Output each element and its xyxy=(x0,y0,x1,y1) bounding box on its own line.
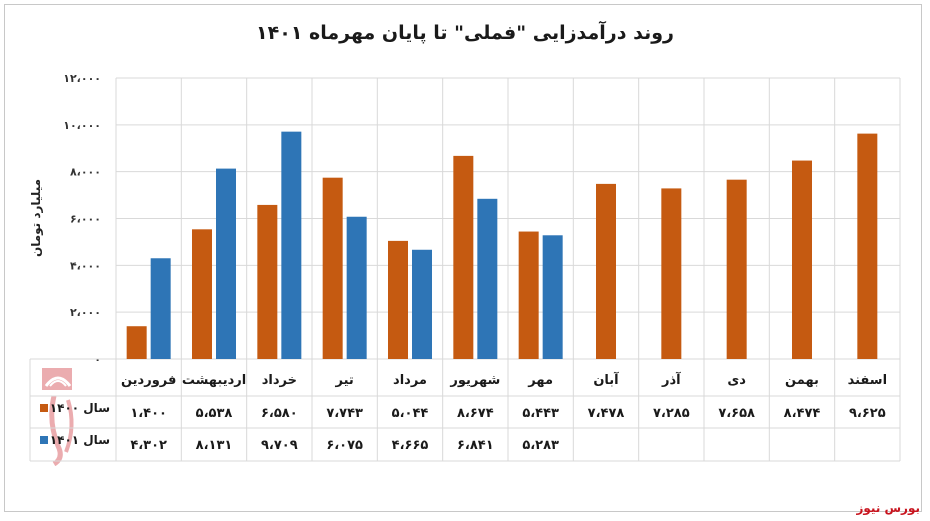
category-label: تیر xyxy=(335,373,354,388)
bar-1401 xyxy=(346,216,367,359)
data-table-value: ۵،۰۴۴ xyxy=(392,406,429,421)
source-label: بورس نیوز xyxy=(856,501,920,515)
data-table-value: ۸،۴۷۴ xyxy=(784,406,821,421)
legend-swatch xyxy=(40,436,48,444)
bar-1400 xyxy=(388,240,408,359)
bar-1400 xyxy=(661,188,682,359)
data-table-value: ۷،۲۸۵ xyxy=(653,406,690,421)
bar-1401 xyxy=(412,249,432,359)
data-table-value: ۵،۲۸۳ xyxy=(522,438,559,453)
data-table-value: ۶،۵۸۰ xyxy=(261,406,298,421)
bar-1400 xyxy=(192,229,212,359)
bar-1400 xyxy=(792,160,812,359)
data-table-value: ۹،۶۲۵ xyxy=(849,406,886,421)
category-label: مهر xyxy=(527,373,553,388)
data-table-value: ۷،۴۷۸ xyxy=(588,406,625,421)
bar-1401 xyxy=(216,168,236,359)
y-tick-label: ۸،۰۰۰ xyxy=(70,166,101,179)
y-tick-label: ۲،۰۰۰ xyxy=(70,306,101,319)
category-label: شهریور xyxy=(449,373,500,388)
category-label: خرداد xyxy=(262,373,297,388)
bar-1400 xyxy=(726,179,747,359)
legend-label: سال ۱۴۰۰ xyxy=(50,401,110,415)
category-label: دی xyxy=(727,373,746,388)
chart-title: روند درآمدزایی "فملی" تا پایان مهرماه ۱۴… xyxy=(256,22,674,44)
category-label: اسفند xyxy=(848,373,887,388)
y-tick-label: ۱۰،۰۰۰ xyxy=(63,119,101,132)
category-label: آذر xyxy=(661,371,681,388)
bar-1400 xyxy=(453,155,474,359)
data-table-value: ۹،۷۰۹ xyxy=(261,438,298,453)
bar-1400 xyxy=(596,183,616,359)
bar-1400 xyxy=(322,177,343,359)
bar-1401 xyxy=(150,258,171,359)
data-table-value: ۱،۴۰۰ xyxy=(130,406,167,421)
bar-1400 xyxy=(518,231,539,359)
bar-1400 xyxy=(857,133,878,359)
bar-1401 xyxy=(542,235,563,359)
data-table-value: ۵،۴۴۳ xyxy=(522,406,559,421)
data-table-value: ۷،۷۴۳ xyxy=(326,406,363,421)
data-table-value: ۵،۵۳۸ xyxy=(196,406,233,421)
data-table-value: ۴،۳۰۲ xyxy=(130,438,167,453)
watermark-logo xyxy=(42,368,74,466)
bar-1401 xyxy=(477,198,498,359)
data-table-value: ۴،۶۶۵ xyxy=(392,438,429,453)
y-axis-label: میلیارد تومان xyxy=(29,179,44,257)
bar-1400 xyxy=(257,204,278,359)
bar-1401 xyxy=(281,131,302,359)
data-table-value: ۸،۶۷۴ xyxy=(457,406,494,421)
legend-label: سال ۱۴۰۱ xyxy=(50,433,110,447)
data-table-value: ۷،۶۵۸ xyxy=(718,406,755,421)
data-table-value: ۶،۰۷۵ xyxy=(326,438,363,453)
category-label: اردیبهشت xyxy=(182,373,246,388)
bar-1400 xyxy=(126,326,147,359)
legend-swatch xyxy=(40,404,48,412)
category-label: مرداد xyxy=(393,373,427,388)
category-label: آبان xyxy=(593,371,619,388)
data-table-value: ۸،۱۳۱ xyxy=(196,438,233,453)
category-label: بهمن xyxy=(785,373,819,388)
category-label: فروردین xyxy=(121,373,176,388)
y-tick-label: ۶،۰۰۰ xyxy=(70,213,101,226)
y-tick-label: ۴،۰۰۰ xyxy=(70,259,101,272)
data-table-value: ۶،۸۴۱ xyxy=(457,438,494,453)
y-tick-label: ۱۲،۰۰۰ xyxy=(63,72,101,85)
